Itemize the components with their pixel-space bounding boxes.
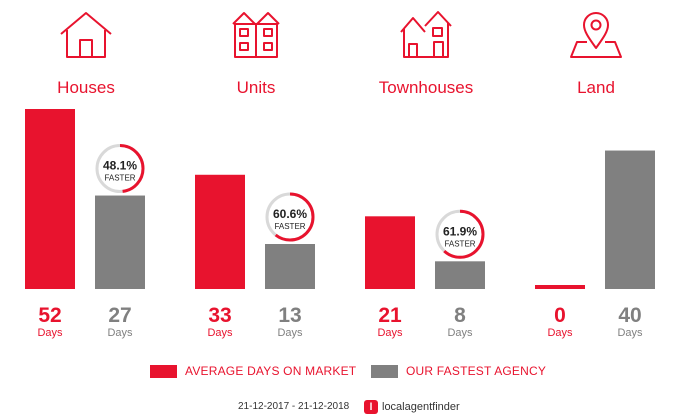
faster-percent: 61.9% (443, 224, 477, 238)
bar-value-label: 33 (208, 304, 231, 327)
category-houses: Houses (16, 10, 156, 98)
legend-label: AVERAGE DAYS ON MARKET (185, 364, 357, 378)
legend-label: OUR FASTEST AGENCY (406, 364, 547, 378)
bar-unit-label: Days (107, 327, 133, 339)
land-pin-icon (570, 12, 622, 58)
bar (535, 285, 585, 289)
bar-unit-label: Days (617, 327, 643, 339)
category-townhouses: Townhouses (356, 10, 496, 98)
bar (365, 216, 415, 289)
legend-swatch-gray (371, 364, 398, 378)
category-label: Houses (57, 78, 115, 97)
bar-value-label: 13 (278, 304, 301, 327)
days-on-market-chart: 52Days27Days33Days13Days21Days8Days0Days… (25, 109, 655, 339)
bar (265, 244, 315, 289)
legend-item-agency: OUR FASTEST AGENCY (371, 364, 546, 378)
bar (95, 195, 145, 289)
faster-badge-progress (265, 192, 315, 242)
faster-label: FASTER (274, 222, 305, 231)
house-icon (60, 12, 112, 58)
category-label: Units (236, 78, 276, 97)
footer: 21-12-2017 - 21-12-2018 l localagentfind… (0, 400, 700, 416)
legend-item-market: AVERAGE DAYS ON MARKET (150, 364, 356, 378)
bar-value-label: 40 (618, 304, 641, 327)
bar-value-label: 21 (378, 304, 402, 327)
units-icon (232, 12, 280, 58)
faster-percent: 60.6% (273, 207, 307, 221)
faster-percent: 48.1% (103, 159, 137, 173)
bar-unit-label: Days (447, 327, 473, 339)
faster-label: FASTER (104, 174, 135, 183)
date-range: 21-12-2017 - 21-12-2018 (238, 401, 350, 412)
bar-value-label: 27 (108, 304, 131, 327)
faster-label: FASTER (444, 239, 475, 248)
brand-name: localagentfinder (382, 401, 460, 413)
bar-unit-label: Days (377, 327, 403, 339)
category-units: Units (186, 10, 326, 98)
category-label: Townhouses (378, 78, 474, 97)
bar-value-label: 8 (454, 304, 466, 327)
bar (435, 261, 485, 289)
bar (195, 174, 245, 289)
bar-value-label: 0 (554, 304, 566, 327)
category-land: Land (526, 10, 666, 98)
bar (605, 150, 655, 289)
bar-unit-label: Days (37, 327, 63, 339)
faster-badge-progress (435, 209, 485, 259)
legend-swatch-red (150, 364, 177, 378)
bar-unit-label: Days (547, 327, 573, 339)
category-label: Land (577, 78, 615, 97)
bar-unit-label: Days (277, 327, 303, 339)
brand[interactable]: l localagentfinder (364, 400, 460, 414)
townhouses-icon (400, 11, 452, 58)
bar-unit-label: Days (207, 327, 233, 339)
bar-value-label: 52 (38, 304, 61, 327)
faster-badge-progress (95, 144, 145, 194)
brand-logo-icon: l (364, 400, 378, 414)
bar (25, 109, 75, 289)
